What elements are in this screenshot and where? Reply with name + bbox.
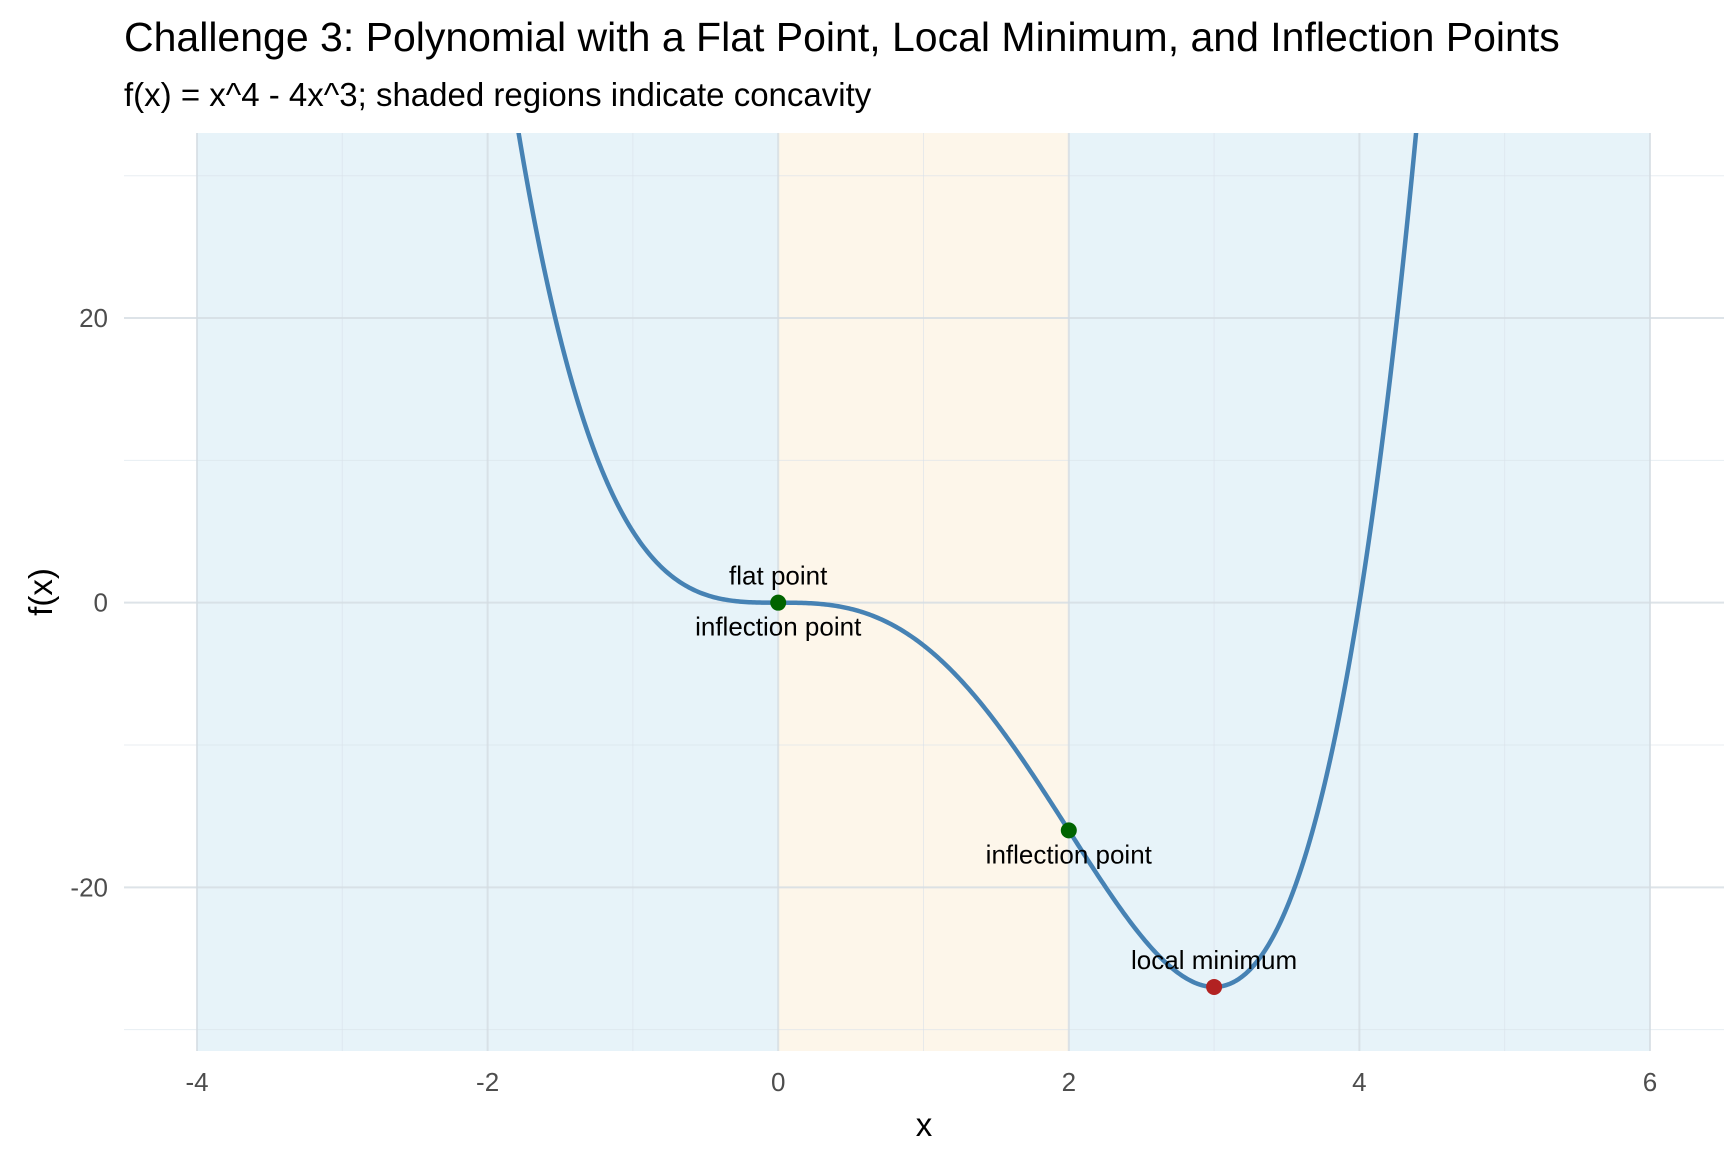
points-layer	[770, 594, 1223, 995]
y-tick-label-2: 20	[79, 303, 108, 333]
function-curve	[516, 133, 1419, 990]
point-label-0-0: flat point	[729, 561, 828, 591]
point-label-1-0: inflection point	[986, 839, 1153, 869]
chart-subtitle: f(x) = x^4 - 4x^3; shaded regions indica…	[124, 76, 872, 113]
y-tick-label-0: -20	[70, 872, 108, 902]
gridlines	[124, 133, 1724, 1051]
x-tick-label-3: 2	[1062, 1067, 1076, 1097]
x-tick-label-1: -2	[476, 1067, 499, 1097]
x-tick-label-4: 4	[1352, 1067, 1366, 1097]
point-label-0-1: inflection point	[695, 612, 862, 642]
x-tick-labels: -4 -2 0 2 4 6	[185, 1067, 1657, 1097]
annotation-layer: flat point inflection point inflection poi…	[695, 561, 1297, 975]
x-tick-label-0: -4	[185, 1067, 208, 1097]
point-marker-2	[1206, 978, 1223, 995]
chart-title: Challenge 3: Polynomial with a Flat Poin…	[124, 14, 1560, 60]
y-tick-labels: -20 0 20	[70, 303, 108, 902]
point-marker-0	[770, 594, 787, 611]
y-tick-label-1: 0	[94, 588, 108, 618]
point-marker-1	[1060, 822, 1077, 839]
y-axis-title: f(x)	[22, 568, 59, 616]
x-axis-title: x	[916, 1106, 933, 1143]
x-tick-label-2: 0	[771, 1067, 785, 1097]
x-tick-label-5: 6	[1643, 1067, 1657, 1097]
point-label-2-0: local minimum	[1131, 945, 1297, 975]
curve-layer	[516, 133, 1419, 990]
